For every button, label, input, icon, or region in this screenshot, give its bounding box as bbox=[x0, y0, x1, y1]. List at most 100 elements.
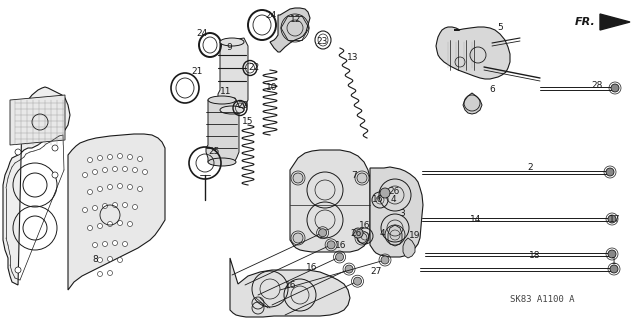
Circle shape bbox=[93, 205, 97, 211]
Circle shape bbox=[381, 256, 389, 264]
Ellipse shape bbox=[220, 38, 244, 46]
Text: 26: 26 bbox=[388, 188, 400, 197]
Text: 6: 6 bbox=[489, 85, 495, 94]
Text: 15: 15 bbox=[243, 116, 253, 125]
Circle shape bbox=[608, 250, 616, 258]
Text: 14: 14 bbox=[470, 214, 482, 224]
Circle shape bbox=[327, 241, 335, 249]
Circle shape bbox=[113, 241, 118, 246]
Text: 5: 5 bbox=[497, 23, 503, 32]
Circle shape bbox=[357, 173, 367, 183]
Circle shape bbox=[88, 226, 93, 231]
Circle shape bbox=[127, 184, 132, 189]
Circle shape bbox=[345, 265, 353, 273]
Text: 7: 7 bbox=[351, 170, 357, 180]
Text: 24: 24 bbox=[196, 28, 207, 38]
Circle shape bbox=[293, 173, 303, 183]
Polygon shape bbox=[370, 167, 423, 257]
Text: 12: 12 bbox=[291, 14, 301, 24]
Circle shape bbox=[335, 253, 344, 261]
Polygon shape bbox=[463, 93, 482, 114]
Circle shape bbox=[93, 242, 97, 248]
Text: 18: 18 bbox=[529, 250, 541, 259]
Circle shape bbox=[15, 267, 21, 273]
Text: 4: 4 bbox=[390, 196, 396, 204]
Text: 16: 16 bbox=[359, 220, 371, 229]
Ellipse shape bbox=[208, 158, 236, 166]
Circle shape bbox=[88, 189, 93, 195]
Circle shape bbox=[15, 149, 21, 155]
Polygon shape bbox=[436, 27, 510, 79]
Circle shape bbox=[83, 207, 88, 212]
Circle shape bbox=[118, 153, 122, 159]
Text: 2: 2 bbox=[527, 164, 533, 173]
Circle shape bbox=[380, 188, 390, 198]
Polygon shape bbox=[290, 150, 370, 252]
Polygon shape bbox=[403, 238, 415, 258]
Text: 22: 22 bbox=[248, 63, 260, 72]
Circle shape bbox=[108, 184, 113, 189]
Text: FR.: FR. bbox=[575, 17, 596, 27]
Text: 26: 26 bbox=[350, 228, 362, 238]
Text: 23: 23 bbox=[316, 36, 328, 46]
Circle shape bbox=[108, 256, 113, 262]
Circle shape bbox=[52, 145, 58, 151]
Text: 16: 16 bbox=[285, 280, 297, 290]
Circle shape bbox=[93, 169, 97, 174]
Polygon shape bbox=[68, 134, 165, 290]
Polygon shape bbox=[217, 38, 248, 110]
Circle shape bbox=[610, 265, 618, 273]
Ellipse shape bbox=[220, 106, 244, 114]
Circle shape bbox=[88, 158, 93, 162]
Circle shape bbox=[113, 203, 118, 207]
Text: 20: 20 bbox=[237, 101, 249, 110]
Text: 9: 9 bbox=[226, 43, 232, 53]
Text: SK83 A1100 A: SK83 A1100 A bbox=[510, 295, 575, 305]
Polygon shape bbox=[270, 8, 310, 52]
Text: 13: 13 bbox=[348, 54, 359, 63]
Text: 1: 1 bbox=[611, 257, 617, 266]
Circle shape bbox=[97, 155, 102, 160]
Circle shape bbox=[102, 204, 108, 209]
Text: 3: 3 bbox=[399, 209, 405, 218]
Circle shape bbox=[138, 157, 143, 161]
Circle shape bbox=[127, 154, 132, 160]
Circle shape bbox=[83, 173, 88, 177]
Circle shape bbox=[138, 187, 143, 191]
Polygon shape bbox=[230, 258, 350, 317]
Circle shape bbox=[132, 204, 138, 210]
Circle shape bbox=[97, 224, 102, 228]
Polygon shape bbox=[600, 14, 630, 30]
Circle shape bbox=[97, 271, 102, 277]
Circle shape bbox=[127, 221, 132, 226]
Circle shape bbox=[143, 169, 147, 174]
Circle shape bbox=[113, 167, 118, 172]
Circle shape bbox=[293, 233, 303, 243]
Circle shape bbox=[102, 167, 108, 173]
Polygon shape bbox=[10, 95, 65, 145]
Text: 19: 19 bbox=[409, 232, 420, 241]
Circle shape bbox=[353, 228, 363, 238]
Circle shape bbox=[132, 167, 138, 173]
Circle shape bbox=[319, 229, 326, 237]
Circle shape bbox=[108, 271, 113, 276]
Circle shape bbox=[118, 183, 122, 189]
Circle shape bbox=[102, 241, 108, 247]
Polygon shape bbox=[206, 98, 239, 162]
Circle shape bbox=[608, 215, 616, 223]
Text: 21: 21 bbox=[191, 68, 203, 77]
Text: 17: 17 bbox=[609, 214, 621, 224]
Circle shape bbox=[52, 172, 58, 178]
Text: 16: 16 bbox=[372, 195, 384, 204]
Circle shape bbox=[97, 187, 102, 191]
Polygon shape bbox=[388, 225, 402, 246]
Ellipse shape bbox=[208, 96, 236, 104]
Text: 16: 16 bbox=[335, 241, 347, 250]
Circle shape bbox=[122, 203, 127, 207]
Text: 28: 28 bbox=[591, 81, 603, 91]
Text: 27: 27 bbox=[371, 266, 381, 276]
Circle shape bbox=[108, 154, 113, 160]
Circle shape bbox=[122, 241, 127, 247]
Circle shape bbox=[606, 168, 614, 176]
Text: 16: 16 bbox=[307, 263, 317, 271]
